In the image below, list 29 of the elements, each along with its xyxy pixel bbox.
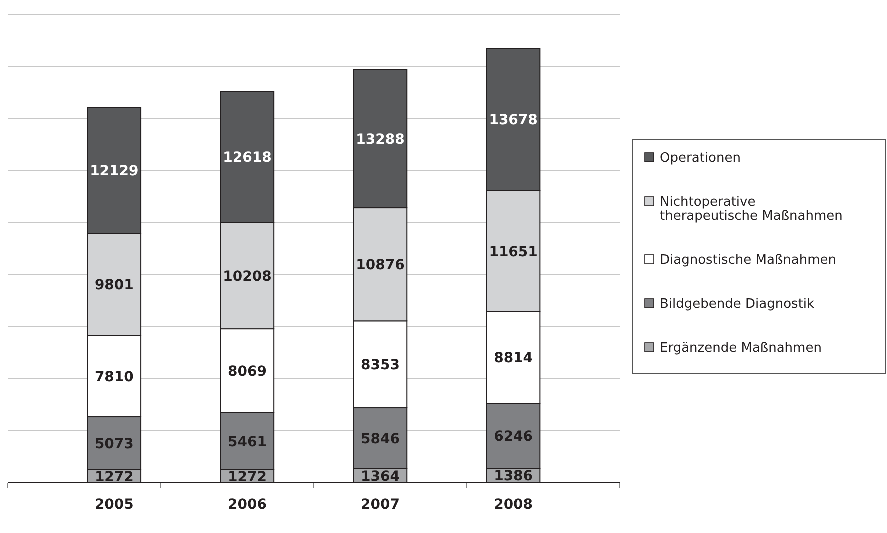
x-tick-label: 2008 (494, 497, 534, 513)
data-label: 1364 (361, 468, 400, 485)
data-label: 12129 (90, 164, 139, 180)
data-label: 7810 (94, 369, 134, 386)
x-tick-label: 2005 (94, 497, 134, 513)
data-label: 5846 (361, 431, 400, 448)
data-label: 8814 (494, 350, 534, 367)
data-label: 1272 (94, 469, 134, 486)
data-label: 13678 (489, 112, 538, 129)
data-label: 12618 (223, 150, 272, 166)
data-label: 1386 (494, 468, 534, 485)
data-label: 1272 (228, 469, 267, 486)
x-tick-label: 2006 (228, 497, 267, 513)
data-label: 8069 (228, 364, 267, 380)
data-label: 13288 (356, 132, 405, 148)
data-label: 10208 (223, 268, 272, 285)
data-label: 5073 (94, 436, 134, 452)
legend-label: Operationen (660, 151, 741, 166)
data-label: 11651 (489, 244, 538, 260)
data-label: 8353 (361, 357, 400, 374)
data-label: 6246 (494, 429, 534, 446)
x-tick-label: 2007 (361, 497, 400, 513)
legend-label: Ergänzende Maßnahmen (660, 341, 822, 356)
legend-label: Bildgebende Diagnostik (660, 297, 816, 312)
data-label: 9801 (94, 278, 134, 294)
legend-label: Nichtoperative therapeutische Maßnahmen (660, 195, 843, 224)
legend-label: Diagnostische Maßnahmen (660, 253, 837, 268)
data-label: 5461 (228, 434, 267, 450)
data-label: 10876 (356, 257, 405, 274)
